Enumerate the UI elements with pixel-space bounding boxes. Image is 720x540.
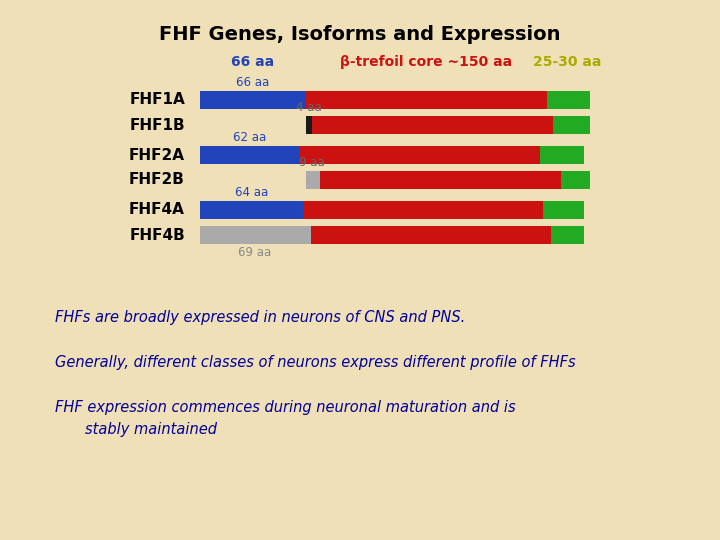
Text: 64 aa: 64 aa <box>235 186 268 199</box>
Text: FHF expression commences during neuronal maturation and is: FHF expression commences during neuronal… <box>55 400 516 415</box>
Bar <box>200 226 311 244</box>
Bar <box>302 201 544 219</box>
Text: 4 aa: 4 aa <box>296 101 322 114</box>
Bar <box>311 226 552 244</box>
Text: 9 aa: 9 aa <box>300 156 325 169</box>
Bar <box>306 116 312 134</box>
Bar <box>553 116 590 134</box>
Text: stably maintained: stably maintained <box>85 422 217 437</box>
Text: FHF4B: FHF4B <box>130 227 185 242</box>
Bar <box>306 171 320 189</box>
Bar <box>312 116 553 134</box>
Text: FHF1A: FHF1A <box>130 92 185 107</box>
Text: 66 aa: 66 aa <box>231 55 274 69</box>
Text: 66 aa: 66 aa <box>236 76 269 89</box>
Bar <box>306 91 546 109</box>
Bar <box>200 91 306 109</box>
Bar <box>540 146 584 164</box>
Bar <box>320 171 561 189</box>
Bar <box>544 201 584 219</box>
Bar <box>561 171 590 189</box>
Text: β-trefoil core ~150 aa: β-trefoil core ~150 aa <box>341 55 513 69</box>
Text: 69 aa: 69 aa <box>238 246 271 259</box>
Text: FHF2A: FHF2A <box>129 147 185 163</box>
Text: Generally, different classes of neurons express different profile of FHFs: Generally, different classes of neurons … <box>55 355 575 370</box>
Bar <box>552 226 584 244</box>
Text: FHF Genes, Isoforms and Expression: FHF Genes, Isoforms and Expression <box>159 25 561 44</box>
Text: 62 aa: 62 aa <box>233 131 266 144</box>
Text: FHFs are broadly expressed in neurons of CNS and PNS.: FHFs are broadly expressed in neurons of… <box>55 310 465 325</box>
Bar <box>200 146 300 164</box>
Bar <box>300 146 540 164</box>
Text: FHF4A: FHF4A <box>129 202 185 218</box>
Bar <box>200 201 302 219</box>
Text: FHF2B: FHF2B <box>129 172 185 187</box>
Bar <box>546 91 590 109</box>
Text: 25-30 aa: 25-30 aa <box>534 55 602 69</box>
Text: FHF1B: FHF1B <box>130 118 185 132</box>
